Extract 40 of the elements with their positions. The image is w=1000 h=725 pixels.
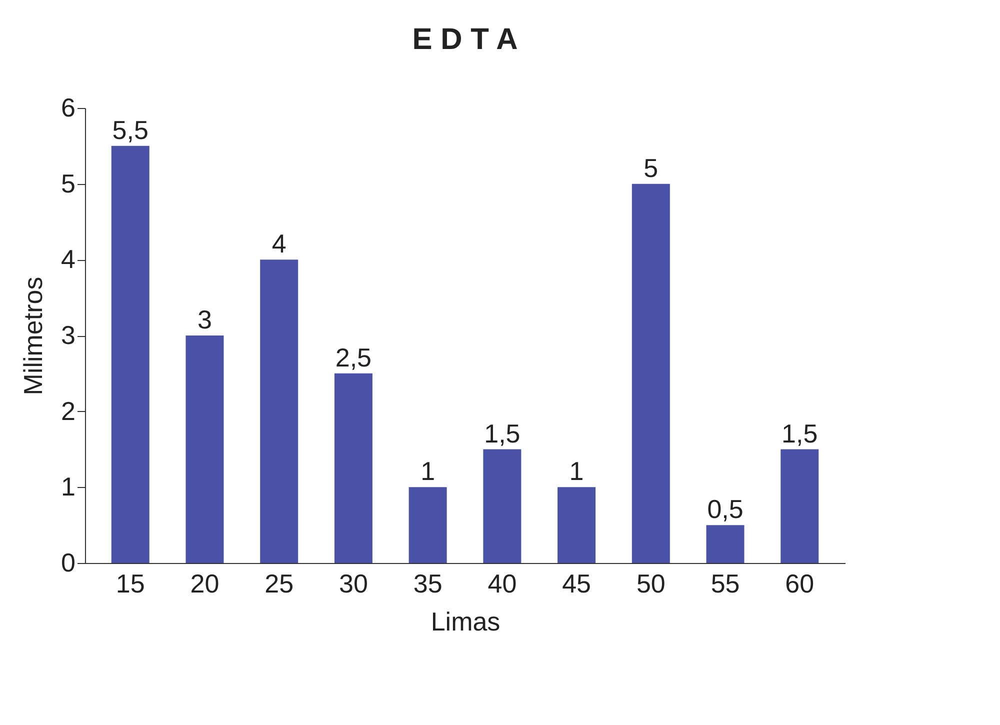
x-tick-label: 45 xyxy=(562,568,592,598)
x-tick-label: 55 xyxy=(710,568,740,598)
x-tick-label: 50 xyxy=(636,568,666,598)
bar xyxy=(111,146,150,563)
x-tick-label: 40 xyxy=(488,568,517,598)
data-label: 5,5 xyxy=(112,114,148,145)
y-tick-label: 2 xyxy=(61,396,76,426)
y-tick-label: 5 xyxy=(61,168,76,198)
bar xyxy=(186,336,224,563)
bar xyxy=(632,184,670,563)
x-tick-label: 20 xyxy=(190,568,220,598)
data-label: 1,5 xyxy=(782,418,818,448)
x-tick-label: 35 xyxy=(413,568,442,598)
bar xyxy=(780,449,819,563)
x-tick-label: 25 xyxy=(264,568,294,598)
y-tick-label: 1 xyxy=(61,472,76,502)
x-axis-title: Limas xyxy=(430,606,500,636)
y-axis-title: Milimetros xyxy=(18,276,48,396)
data-label: 3 xyxy=(197,304,212,334)
y-tick-label: 0 xyxy=(61,548,76,578)
data-label: 4 xyxy=(272,228,286,259)
bar xyxy=(706,525,744,563)
x-tick-label: 30 xyxy=(338,568,368,598)
y-tick-label: 4 xyxy=(61,244,76,274)
bar xyxy=(260,260,298,563)
x-tick-label: 60 xyxy=(785,568,814,598)
y-tick-label: 6 xyxy=(61,92,76,122)
bar xyxy=(558,487,596,563)
bar xyxy=(483,449,522,563)
data-label: 1 xyxy=(420,456,436,486)
data-label: 1,5 xyxy=(484,418,520,448)
data-label: 2,5 xyxy=(335,342,372,372)
bar xyxy=(408,487,447,563)
y-tick-label: 3 xyxy=(61,320,76,350)
data-label: 5 xyxy=(644,152,658,183)
data-label: 1 xyxy=(569,456,584,486)
data-label: 0,5 xyxy=(707,494,744,524)
bar xyxy=(334,373,372,563)
x-tick-label: 15 xyxy=(116,568,145,598)
chart-title: E D T A xyxy=(412,23,518,56)
